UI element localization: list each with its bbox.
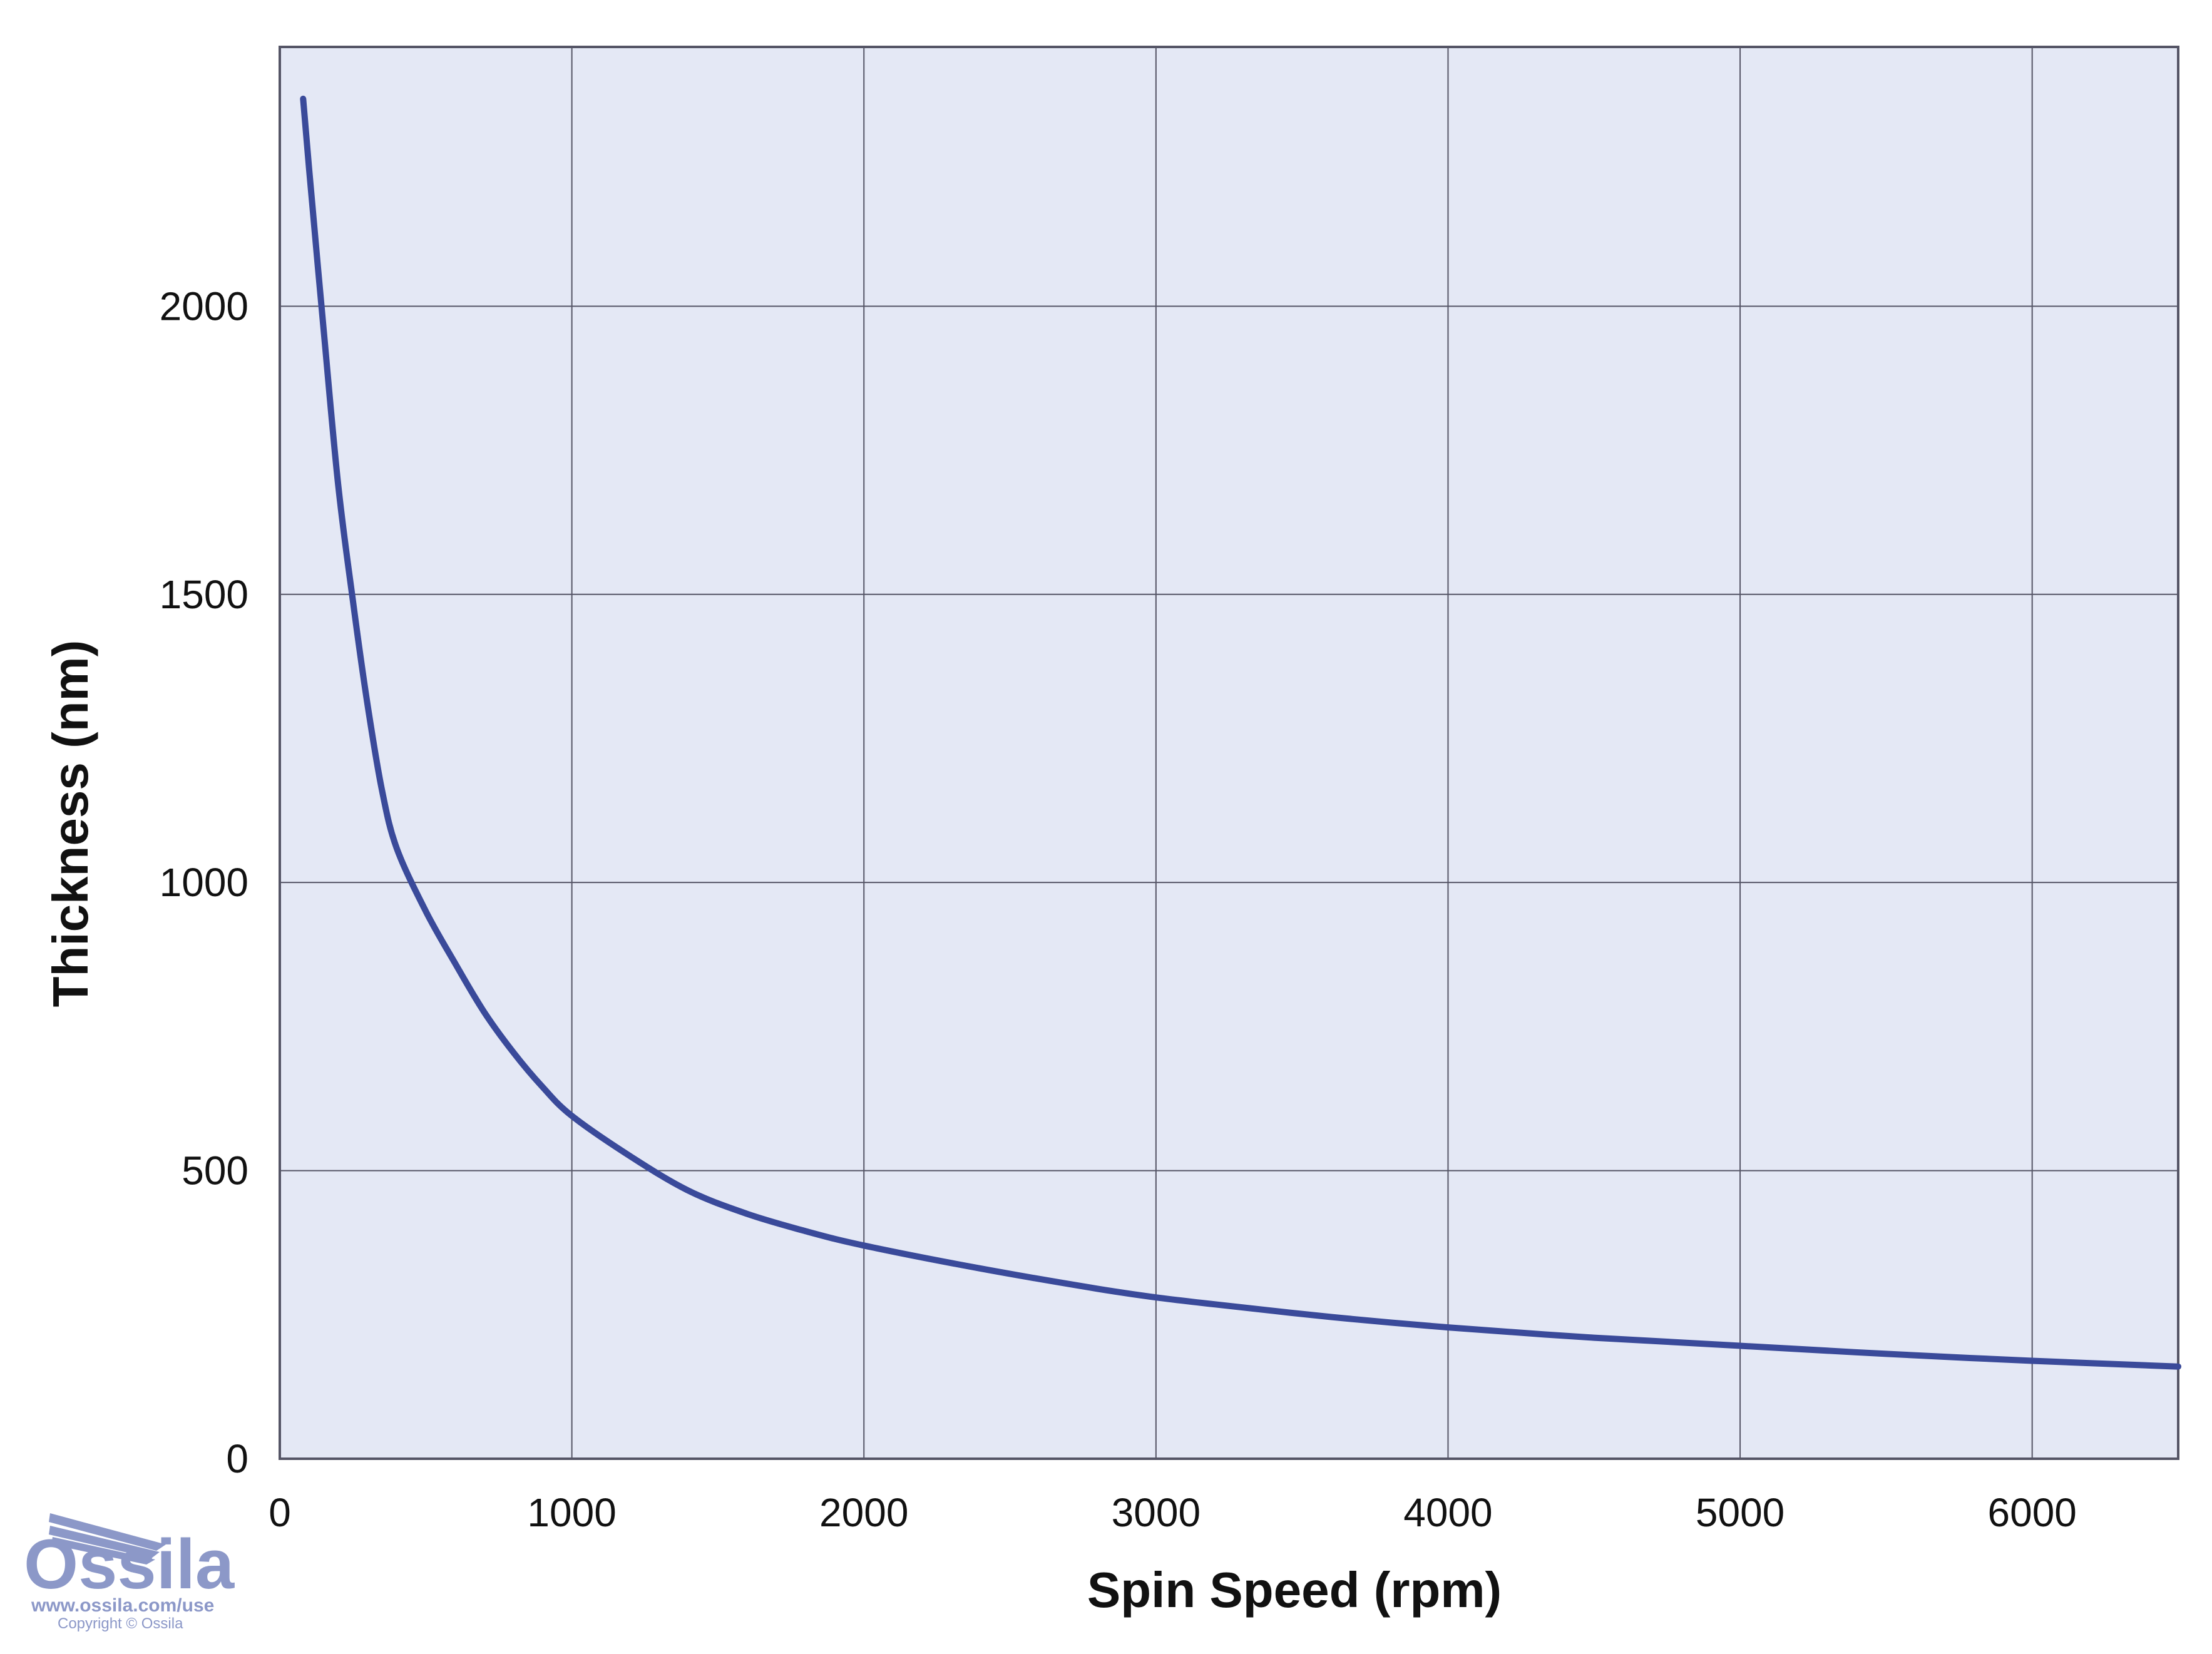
x-tick-label: 3000	[1112, 1490, 1201, 1535]
series-line	[300, 95, 2181, 1370]
plot-area	[280, 47, 2178, 1459]
logo-name: Ossila	[24, 1525, 235, 1603]
x-tick-label: 1000	[527, 1490, 616, 1535]
x-axis-ticks: 0 1000 2000 3000 4000 5000 6000	[269, 1490, 2077, 1535]
x-tick-label: 0	[269, 1490, 291, 1535]
x-tick-label: 2000	[819, 1490, 908, 1535]
ossila-logo: Ossila www.ossila.com/use Copyright © Os…	[24, 1513, 235, 1632]
x-tick-label: 4000	[1403, 1490, 1492, 1535]
logo-url: www.ossila.com/use	[31, 1595, 214, 1616]
y-tick-label: 500	[182, 1148, 248, 1193]
grid-lines	[280, 47, 2178, 1459]
plot-frame	[279, 46, 2179, 1460]
logo-wing-icon	[49, 1513, 166, 1565]
x-tick-label: 5000	[1696, 1490, 1784, 1535]
y-tick-label: 1000	[160, 860, 248, 905]
x-tick-label: 6000	[1988, 1490, 2077, 1535]
y-tick-label: 2000	[160, 283, 248, 329]
x-axis-title: Spin Speed (rpm)	[1087, 1562, 1502, 1618]
y-axis-ticks: 0 500 1000 1500 2000	[160, 283, 248, 1481]
y-tick-label: 1500	[160, 572, 248, 617]
y-tick-label: 0	[226, 1436, 248, 1481]
y-axis-title: Thickness (nm)	[43, 640, 98, 1008]
logo-copyright: Copyright © Ossila	[58, 1615, 183, 1632]
